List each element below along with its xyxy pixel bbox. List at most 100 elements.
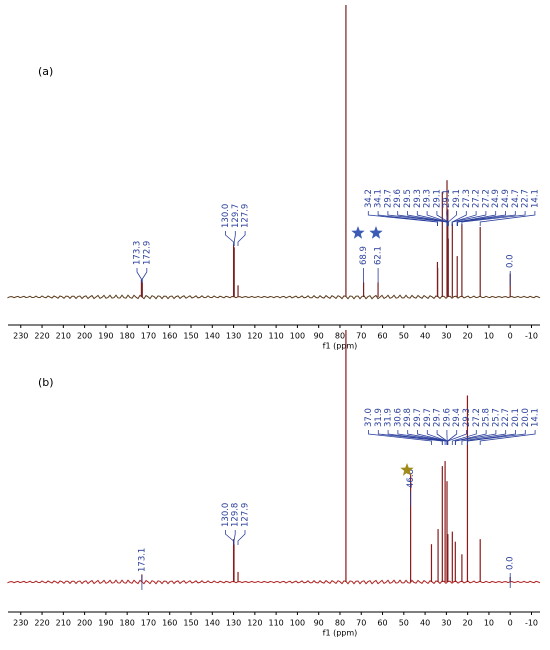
peak-label: 27.2 [472,189,482,208]
peak-label: 25.8 [482,408,492,427]
peak-label: 129.8 [231,503,241,527]
panel-label: (a) [38,65,53,78]
peak-label: 29.5 [403,189,413,208]
x-tick-label: 180 [120,332,135,341]
peak-label: 173.1 [137,548,147,572]
peak-label: 20.1 [511,408,521,427]
x-tick-label: 190 [98,619,113,628]
panel-label: (b) [38,376,54,389]
x-tick-label: 230 [13,619,28,628]
baseline-noise [8,295,540,299]
x-tick-label: 210 [56,619,71,628]
x-tick-label: 100 [290,332,305,341]
label-connector [452,211,476,226]
label-connector [234,530,235,545]
peak-label: 127.9 [241,204,251,228]
peak-label: 30.6 [393,408,403,427]
x-tick-label: 110 [268,332,283,341]
x-tick-label: 180 [120,619,135,628]
x-tick-label: 60 [377,332,387,341]
peak-label: 129.7 [231,204,241,228]
x-tick-label: 80 [335,619,345,628]
peak-label: 31.9 [384,408,394,427]
x-tick-label: 30 [441,619,451,628]
peak-label: 29.7 [423,408,433,427]
peak-label: 0.0 [506,254,516,268]
x-tick-label: 230 [13,332,28,341]
x-tick-label: 20 [463,619,473,628]
x-tick-label: 220 [34,332,49,341]
label-connector [137,268,141,283]
star-marker [351,226,364,239]
x-tick-label: 210 [56,332,71,341]
peak-label: 62.1 [374,246,384,265]
x-tick-label: 30 [441,332,451,341]
peak-label: 34.2 [364,189,374,208]
peak-label: 25.7 [491,408,501,427]
x-tick-label: 220 [34,619,49,628]
x-tick-label: -10 [525,619,538,628]
peak-label: 130.0 [221,204,231,228]
x-tick-label: 40 [420,619,430,628]
peak-label: 27.2 [472,408,482,427]
label-connector [226,231,234,246]
x-tick-label: 170 [141,619,156,628]
x-tick-label: 190 [98,332,113,341]
peak-label: 14.1 [531,408,541,427]
peak-label: 173.3 [133,241,143,265]
baseline-noise [8,580,540,584]
peak-label: 127.9 [241,503,251,527]
x-tick-label: 0 [508,332,513,341]
x-tick-label: 10 [484,332,494,341]
x-tick-label: 50 [399,332,409,341]
x-tick-label: 10 [484,619,494,628]
star-marker [369,226,382,239]
peak-label: 29.3 [462,408,472,427]
x-tick-label: 120 [247,332,262,341]
peak-label: 27.2 [481,189,491,208]
peak-label: 29.7 [383,189,393,208]
peak-label: 29.1 [452,189,462,208]
peak-label: 29.3 [423,189,433,208]
label-connector [225,530,233,545]
x-tick-label: 130 [226,332,241,341]
peak-label: 172.9 [142,241,152,265]
peak-label: 20.0 [521,408,531,427]
x-tick-label: 20 [463,332,473,341]
x-tick-label: 160 [162,619,177,628]
peak-label: 27.3 [462,189,472,208]
peak-label: 29.6 [442,408,452,427]
x-tick-label: 80 [335,332,345,341]
x-tick-label: 140 [205,619,220,628]
x-tick-label: 100 [290,619,305,628]
peak-label: 34.1 [374,189,384,208]
x-tick-label: 70 [356,332,366,341]
peak-label: 24.7 [511,189,521,208]
x-tick-label: 0 [508,619,513,628]
x-tick-label: 160 [162,332,177,341]
label-connector [234,231,235,246]
peak-label: 29.1 [432,189,442,208]
peak-label: 68.9 [359,246,369,265]
x-tick-label: 50 [399,619,409,628]
label-connector [388,430,442,445]
x-tick-label: 90 [314,332,324,341]
peak-label: 31.9 [374,408,384,427]
x-tick-label: 150 [183,332,198,341]
label-connector [238,530,245,545]
peak-label: 29.4 [452,408,462,427]
x-tick-label: 170 [141,332,156,341]
x-tick-label: 130 [226,619,241,628]
label-connector [238,231,245,246]
label-connector [142,268,147,283]
x-tick-label: 110 [268,619,283,628]
x-tick-label: 150 [183,619,198,628]
peak-label: 22.7 [521,189,531,208]
peak-label: 29.6 [393,189,403,208]
label-connector [480,430,535,445]
x-tick-label: 60 [377,619,387,628]
peak-label: 29.7 [413,408,423,427]
x-tick-label: -10 [525,332,538,341]
x-tick-label: 140 [205,332,220,341]
